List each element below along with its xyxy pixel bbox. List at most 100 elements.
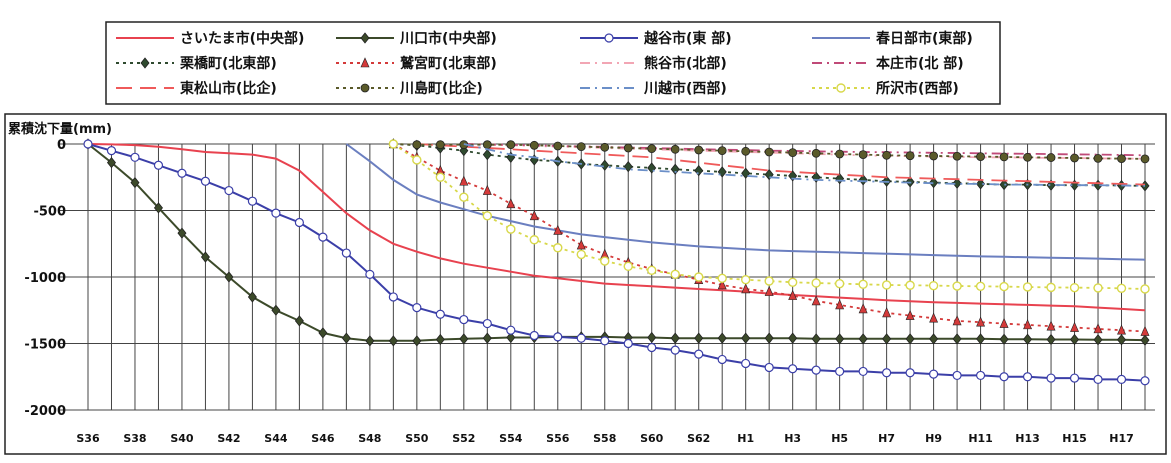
data-point bbox=[694, 272, 704, 282]
data-point bbox=[506, 198, 516, 209]
data-point bbox=[788, 148, 798, 158]
series-layer bbox=[83, 138, 1150, 386]
data-point bbox=[717, 146, 727, 156]
data-point bbox=[553, 224, 563, 235]
data-point bbox=[459, 192, 469, 202]
data-point bbox=[1140, 284, 1150, 294]
legend-item: 栗橋町(北東部) bbox=[116, 55, 277, 72]
data-point bbox=[835, 149, 845, 159]
data-point bbox=[858, 279, 868, 290]
data-point bbox=[787, 277, 798, 288]
data-point bbox=[976, 333, 986, 345]
data-point bbox=[929, 333, 939, 345]
data-point bbox=[294, 315, 304, 327]
data-point bbox=[318, 232, 328, 242]
legend-label: 栗橋町(北東部) bbox=[180, 55, 277, 72]
data-point bbox=[670, 332, 680, 344]
data-point bbox=[130, 152, 140, 162]
x-tick-label: S54 bbox=[499, 432, 523, 445]
x-tick-label: S42 bbox=[217, 432, 240, 445]
y-tick-label: 0 bbox=[57, 138, 66, 153]
data-point bbox=[294, 217, 304, 228]
series-line bbox=[87, 143, 1146, 342]
data-point bbox=[506, 140, 516, 150]
data-point bbox=[694, 349, 704, 359]
data-point bbox=[83, 139, 93, 149]
data-point bbox=[1046, 282, 1056, 293]
x-tick-label: H15 bbox=[1062, 432, 1087, 445]
legend-label: 川口市(中央部) bbox=[399, 30, 497, 47]
x-tick-label: S46 bbox=[311, 432, 335, 445]
data-point bbox=[200, 251, 210, 263]
data-point bbox=[365, 335, 375, 347]
data-point bbox=[435, 140, 445, 150]
x-tick-label: H13 bbox=[1015, 432, 1040, 445]
data-point bbox=[905, 333, 915, 345]
data-point bbox=[858, 150, 868, 160]
data-point bbox=[576, 333, 586, 343]
series-line bbox=[416, 143, 1146, 186]
legend-item: 川越市(西部) bbox=[580, 80, 727, 97]
series-7 bbox=[463, 143, 1146, 157]
data-point bbox=[928, 369, 939, 379]
data-point bbox=[412, 155, 422, 165]
data-point bbox=[1046, 320, 1056, 331]
data-point bbox=[435, 172, 446, 182]
data-point bbox=[788, 332, 798, 344]
data-point bbox=[788, 364, 798, 374]
legend-label: 熊谷市(北部) bbox=[644, 55, 727, 72]
data-point bbox=[623, 160, 633, 173]
data-point bbox=[764, 332, 774, 344]
data-point bbox=[1022, 372, 1033, 382]
legend-item: 川島町(比企) bbox=[336, 80, 483, 97]
data-point bbox=[388, 335, 398, 347]
data-point bbox=[999, 178, 1009, 191]
legend-label: 東松山市(比企) bbox=[180, 80, 277, 97]
data-point bbox=[717, 279, 727, 290]
series-3 bbox=[345, 143, 1146, 261]
data-point bbox=[1023, 152, 1032, 162]
data-point bbox=[811, 278, 821, 288]
data-point bbox=[670, 163, 680, 175]
x-tick-label: S60 bbox=[640, 432, 664, 445]
data-point bbox=[858, 366, 868, 377]
data-point bbox=[905, 368, 915, 378]
data-point bbox=[999, 281, 1009, 292]
data-point bbox=[623, 143, 633, 153]
data-point bbox=[647, 331, 657, 344]
legend-marker bbox=[140, 57, 150, 69]
data-point bbox=[952, 315, 962, 326]
data-point bbox=[482, 140, 492, 150]
y-tick-label: -1000 bbox=[24, 271, 66, 286]
data-point bbox=[764, 285, 774, 296]
y-tick-label: -1500 bbox=[24, 338, 66, 353]
x-tick-label: S36 bbox=[76, 432, 100, 445]
legend-item: 本庄市(北 部) bbox=[812, 55, 964, 72]
data-point bbox=[224, 271, 234, 283]
data-point bbox=[741, 332, 751, 344]
data-point bbox=[318, 327, 328, 339]
data-point bbox=[482, 332, 492, 344]
data-point bbox=[999, 317, 1009, 328]
data-point bbox=[811, 148, 821, 158]
data-point bbox=[764, 147, 774, 157]
data-point bbox=[553, 141, 563, 151]
data-point bbox=[882, 307, 892, 318]
legend-marker bbox=[360, 57, 370, 68]
data-point bbox=[834, 278, 845, 289]
legend-item: 越谷市(東 部) bbox=[580, 30, 732, 47]
data-point bbox=[929, 151, 938, 161]
legend-item: 春日部市(東部) bbox=[812, 30, 973, 47]
data-point bbox=[553, 243, 563, 253]
data-point bbox=[952, 370, 962, 381]
data-point bbox=[1117, 324, 1126, 335]
series-1 bbox=[83, 138, 1150, 347]
data-point bbox=[811, 295, 821, 306]
legend-item: 所沢市(西部) bbox=[812, 80, 959, 97]
data-point bbox=[1093, 283, 1103, 293]
data-point bbox=[741, 283, 751, 294]
y-tick-label: -2000 bbox=[24, 404, 66, 419]
data-point bbox=[365, 269, 375, 279]
data-point bbox=[1140, 334, 1150, 346]
data-point bbox=[435, 333, 445, 346]
